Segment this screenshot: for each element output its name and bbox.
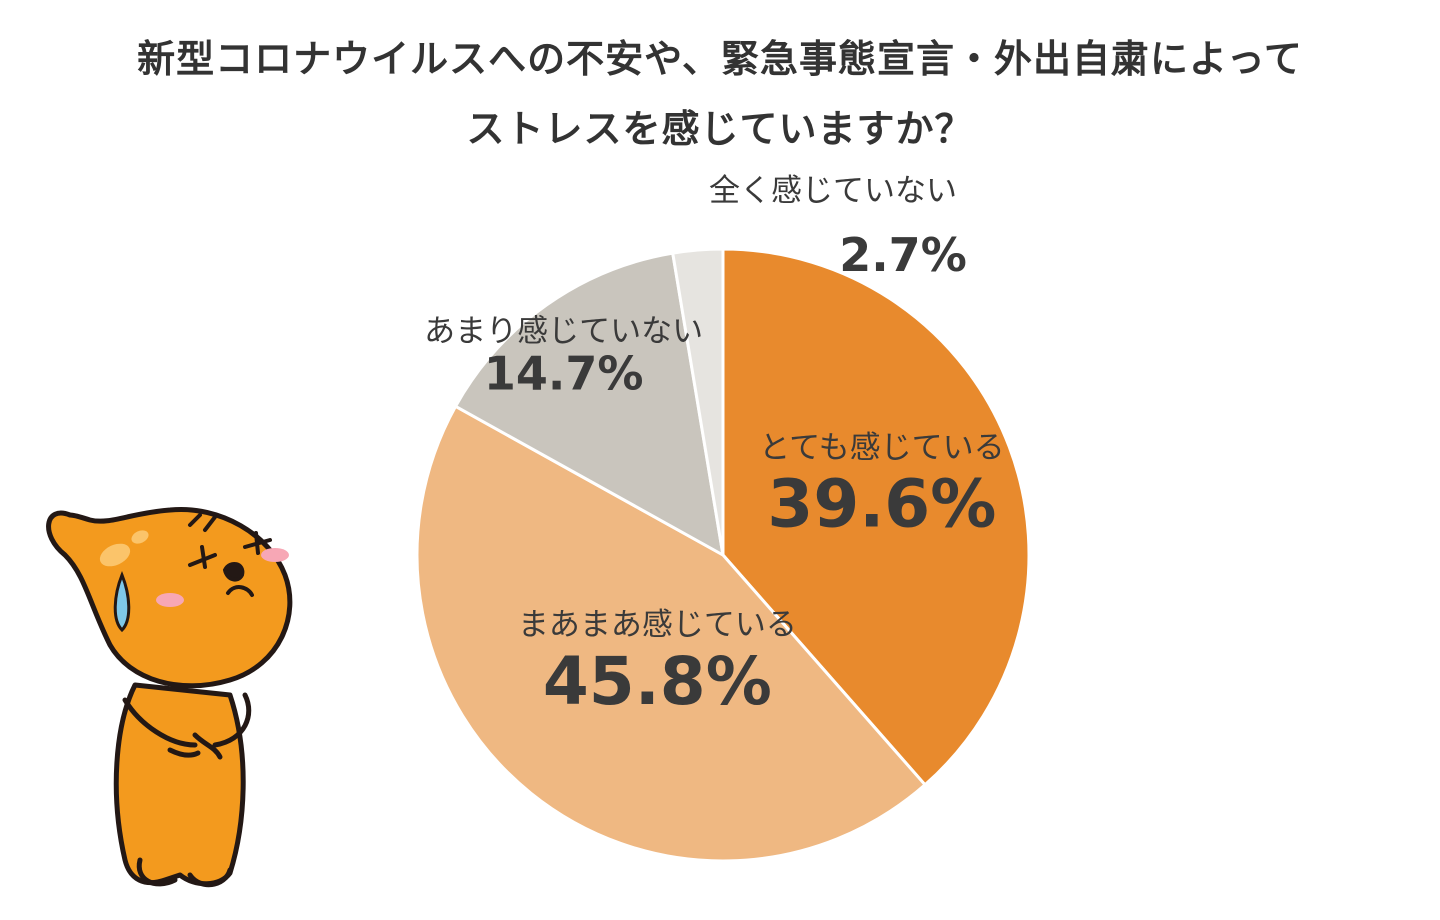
slice-value-4: 2.7% [839,228,967,282]
slice-value-2: 45.8% [543,643,772,720]
chart-title-line2: ストレスを感じていますか？ [466,107,974,151]
pie-slice-4 [671,247,725,556]
pie-slice-1 [721,247,1031,787]
pie-slices [415,247,1031,863]
slice-label-1: とても感じている [759,430,1005,466]
pie-slice-2 [415,404,928,863]
slice-value-3: 14.7% [484,346,644,400]
slice-label-4: 全く感じていない [709,173,957,209]
slice-label-3: あまり感じていない [424,313,703,349]
slice-value-1: 39.6% [767,466,996,543]
crying-mascot-icon [46,506,293,887]
slice-label-2: まあまあ感じている [518,607,797,643]
pie-slice-3 [453,251,725,558]
chart-title-line1: 新型コロナウイルスへの不安や、緊急事態宣言・外出自粛によって [137,37,1303,81]
